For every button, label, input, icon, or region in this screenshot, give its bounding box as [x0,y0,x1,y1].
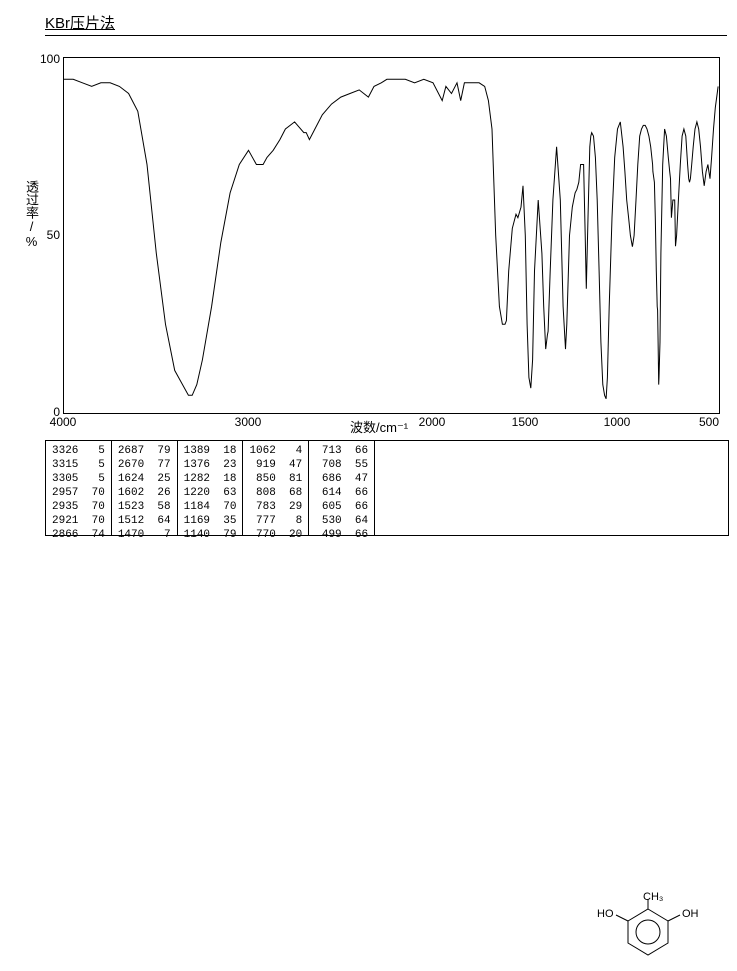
x-tick-3000: 3000 [228,415,268,429]
y-tick-50: 50 [36,228,60,242]
oh-left-label: HO [597,908,614,920]
peak-col-0: 3326 5 3315 5 3305 5 2957 70 2935 70 292… [46,441,112,535]
x-tick-1000: 1000 [597,415,637,429]
container: KBr压片法 透过率/% 0 50 100 4000 3000 2000 150… [0,0,737,539]
x-tick-4000: 4000 [43,415,83,429]
peak-table: 3326 5 3315 5 3305 5 2957 70 2935 70 292… [45,440,729,536]
peak-col-3: 1062 4 919 47 850 81 808 68 783 29 777 8… [243,441,309,535]
x-tick-1500: 1500 [505,415,545,429]
top-rule [45,35,727,41]
x-tick-2000: 2000 [412,415,452,429]
oh-right-label: OH [682,908,699,920]
chart-area [63,57,720,414]
x-axis-label: 波数/cm⁻¹ [350,417,408,436]
chart-title: KBr压片法 [45,12,115,33]
x-tick-500: 500 [689,415,729,429]
peak-col-4: 713 66 708 55 686 47 614 66 605 66 530 6… [309,441,375,535]
y-tick-100: 100 [36,52,60,66]
ch3-label: CH₃ [643,891,663,903]
peak-col-1: 2687 79 2670 77 1624 25 1602 26 1523 58 … [112,441,178,535]
spectrum-line [64,58,719,413]
molecule-structure: CH₃ HO OH [583,891,713,966]
peak-col-2: 1389 18 1376 23 1282 18 1220 63 1184 70 … [178,441,244,535]
